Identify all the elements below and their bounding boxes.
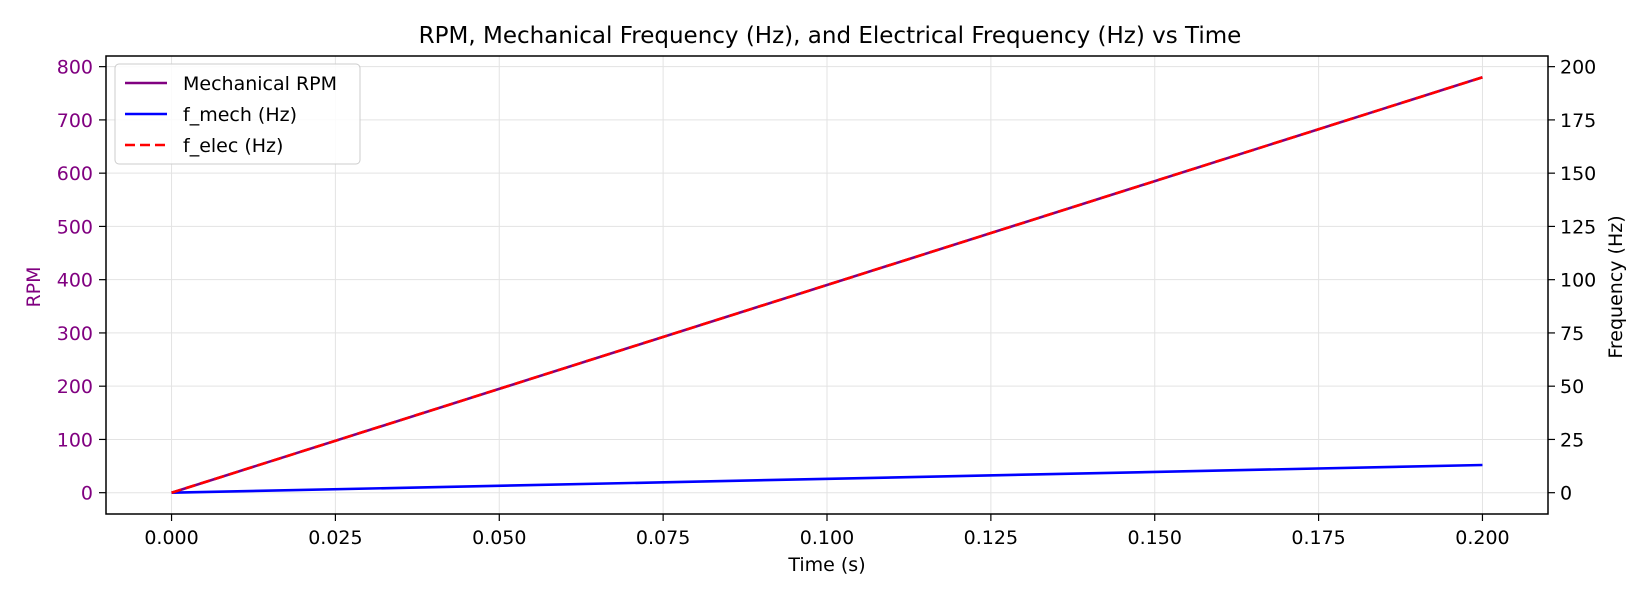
legend-label: f_mech (Hz) [183,104,297,126]
x-axis: 0.000 0.025 0.050 0.075 0.100 0.125 0.150 0.175… [144,514,1510,549]
y-axis-left: 0 100 200 300 400 500 600 700 800 [57,57,106,505]
y-left-tick-label: 100 [57,429,93,451]
y-right-tick-label: 175 [1560,110,1596,132]
series-layer [171,76,1483,494]
x-tick-label: 0.100 [800,527,854,549]
legend-label: Mechanical RPM [183,73,337,95]
y-left-tick-label: 700 [57,110,93,132]
x-tick-label: 0.125 [964,527,1018,549]
y-right-tick-label: 50 [1560,376,1584,398]
x-tick-label: 0.200 [1455,527,1509,549]
y-left-tick-label: 200 [57,376,93,398]
legend-label: f_elec (Hz) [183,135,283,157]
x-tick-label: 0.075 [636,527,690,549]
x-tick-label: 0.025 [308,527,362,549]
y-left-tick-label: 300 [57,323,93,345]
y-right-tick-label: 125 [1560,216,1596,238]
x-tick-label: 0.000 [144,527,198,549]
y-right-tick-label: 25 [1560,429,1584,451]
x-tick-label: 0.175 [1291,527,1345,549]
y-left-tick-label: 800 [57,57,93,79]
legend: Mechanical RPM f_mech (Hz) f_elec (Hz) [114,63,361,165]
grid [106,56,1548,514]
y-axis-right: 0 25 50 75 100 125 150 175 200 [1548,57,1596,505]
x-tick-label: 0.150 [1128,527,1182,549]
y-left-tick-label: 400 [57,270,93,292]
y-left-tick-label: 600 [57,163,93,185]
series-line-f-mech-hz [171,463,1483,494]
y-right-tick-label: 100 [1560,270,1596,292]
x-tick-label: 0.050 [472,527,526,549]
y-left-tick-label: 0 [81,483,93,505]
series-line-f-elec-hz [171,76,1483,494]
legend-box [114,63,361,165]
y-axis-left-label: RPM [23,266,45,307]
y-right-tick-label: 150 [1560,163,1596,185]
chart-title: RPM, Mechanical Frequency (Hz), and Elec… [419,23,1242,49]
y-axis-right-label: Frequency (Hz) [1605,215,1627,358]
y-right-tick-label: 75 [1560,323,1584,345]
y-right-tick-label: 0 [1560,483,1572,505]
x-axis-label: Time (s) [787,554,865,576]
y-right-tick-label: 200 [1560,57,1596,79]
y-left-tick-label: 500 [57,216,93,238]
